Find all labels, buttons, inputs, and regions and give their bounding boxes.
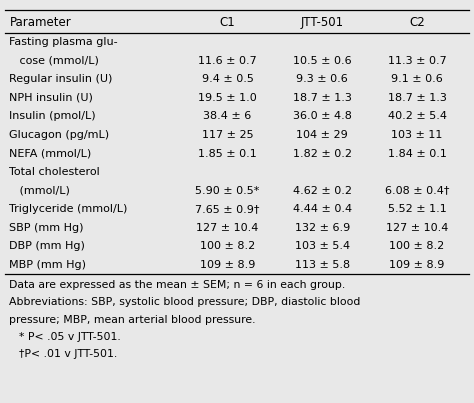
Text: C2: C2	[409, 16, 425, 29]
Text: 7.65 ± 0.9†: 7.65 ± 0.9†	[195, 204, 260, 214]
Text: 100 ± 8.2: 100 ± 8.2	[200, 241, 255, 251]
Text: 18.7 ± 1.3: 18.7 ± 1.3	[388, 93, 447, 103]
Text: 109 ± 8.9: 109 ± 8.9	[390, 260, 445, 270]
Text: 40.2 ± 5.4: 40.2 ± 5.4	[388, 112, 447, 121]
Text: MBP (mm Hg): MBP (mm Hg)	[9, 260, 86, 270]
Text: 109 ± 8.9: 109 ± 8.9	[200, 260, 255, 270]
Text: 100 ± 8.2: 100 ± 8.2	[390, 241, 445, 251]
Text: 132 ± 6.9: 132 ± 6.9	[295, 223, 350, 233]
Text: 9.1 ± 0.6: 9.1 ± 0.6	[391, 75, 443, 84]
Text: 5.52 ± 1.1: 5.52 ± 1.1	[388, 204, 447, 214]
Text: Triglyceride (mmol/L): Triglyceride (mmol/L)	[9, 204, 128, 214]
Text: 127 ± 10.4: 127 ± 10.4	[196, 223, 259, 233]
Text: 11.6 ± 0.7: 11.6 ± 0.7	[198, 56, 257, 66]
Text: Parameter: Parameter	[9, 16, 71, 29]
Text: Insulin (pmol/L): Insulin (pmol/L)	[9, 112, 96, 121]
Text: (mmol/L): (mmol/L)	[9, 186, 70, 195]
Text: 113 ± 5.8: 113 ± 5.8	[295, 260, 350, 270]
Text: Total cholesterol: Total cholesterol	[9, 167, 100, 177]
Text: 6.08 ± 0.4†: 6.08 ± 0.4†	[385, 186, 449, 195]
Text: cose (mmol/L): cose (mmol/L)	[9, 56, 100, 66]
Text: 36.0 ± 4.8: 36.0 ± 4.8	[293, 112, 352, 121]
Text: 9.4 ± 0.5: 9.4 ± 0.5	[201, 75, 254, 84]
Text: 127 ± 10.4: 127 ± 10.4	[386, 223, 448, 233]
Text: 11.3 ± 0.7: 11.3 ± 0.7	[388, 56, 447, 66]
Text: Abbreviations: SBP, systolic blood pressure; DBP, diastolic blood: Abbreviations: SBP, systolic blood press…	[9, 297, 361, 307]
Text: SBP (mm Hg): SBP (mm Hg)	[9, 223, 84, 233]
Text: 104 ± 29: 104 ± 29	[296, 130, 348, 140]
Text: * P< .05 v JTT-501.: * P< .05 v JTT-501.	[19, 332, 121, 342]
Text: 4.62 ± 0.2: 4.62 ± 0.2	[293, 186, 352, 195]
Text: 103 ± 11: 103 ± 11	[392, 130, 443, 140]
Text: 4.44 ± 0.4: 4.44 ± 0.4	[293, 204, 352, 214]
Text: NPH insulin (U): NPH insulin (U)	[9, 93, 93, 103]
Text: 18.7 ± 1.3: 18.7 ± 1.3	[293, 93, 352, 103]
Text: DBP (mm Hg): DBP (mm Hg)	[9, 241, 85, 251]
Text: C1: C1	[219, 16, 236, 29]
Text: 9.3 ± 0.6: 9.3 ± 0.6	[296, 75, 348, 84]
Text: JTT-501: JTT-501	[301, 16, 344, 29]
Text: pressure; MBP, mean arterial blood pressure.: pressure; MBP, mean arterial blood press…	[9, 315, 256, 325]
Text: Regular insulin (U): Regular insulin (U)	[9, 75, 113, 84]
Text: Data are expressed as the mean ± SEM; n = 6 in each group.: Data are expressed as the mean ± SEM; n …	[9, 280, 346, 290]
Text: Fasting plasma glu-: Fasting plasma glu-	[9, 37, 118, 47]
Text: 1.82 ± 0.2: 1.82 ± 0.2	[293, 149, 352, 158]
Text: 1.84 ± 0.1: 1.84 ± 0.1	[388, 149, 447, 158]
Text: 19.5 ± 1.0: 19.5 ± 1.0	[198, 93, 257, 103]
Text: 10.5 ± 0.6: 10.5 ± 0.6	[293, 56, 352, 66]
Text: †P< .01 v JTT-501.: †P< .01 v JTT-501.	[19, 349, 117, 359]
Text: Glucagon (pg/mL): Glucagon (pg/mL)	[9, 130, 109, 140]
Text: NEFA (mmol/L): NEFA (mmol/L)	[9, 149, 92, 158]
Text: 103 ± 5.4: 103 ± 5.4	[295, 241, 350, 251]
Text: 38.4 ± 6: 38.4 ± 6	[203, 112, 252, 121]
Text: 5.90 ± 0.5*: 5.90 ± 0.5*	[195, 186, 260, 195]
Text: 1.85 ± 0.1: 1.85 ± 0.1	[198, 149, 257, 158]
Text: 117 ± 25: 117 ± 25	[202, 130, 253, 140]
